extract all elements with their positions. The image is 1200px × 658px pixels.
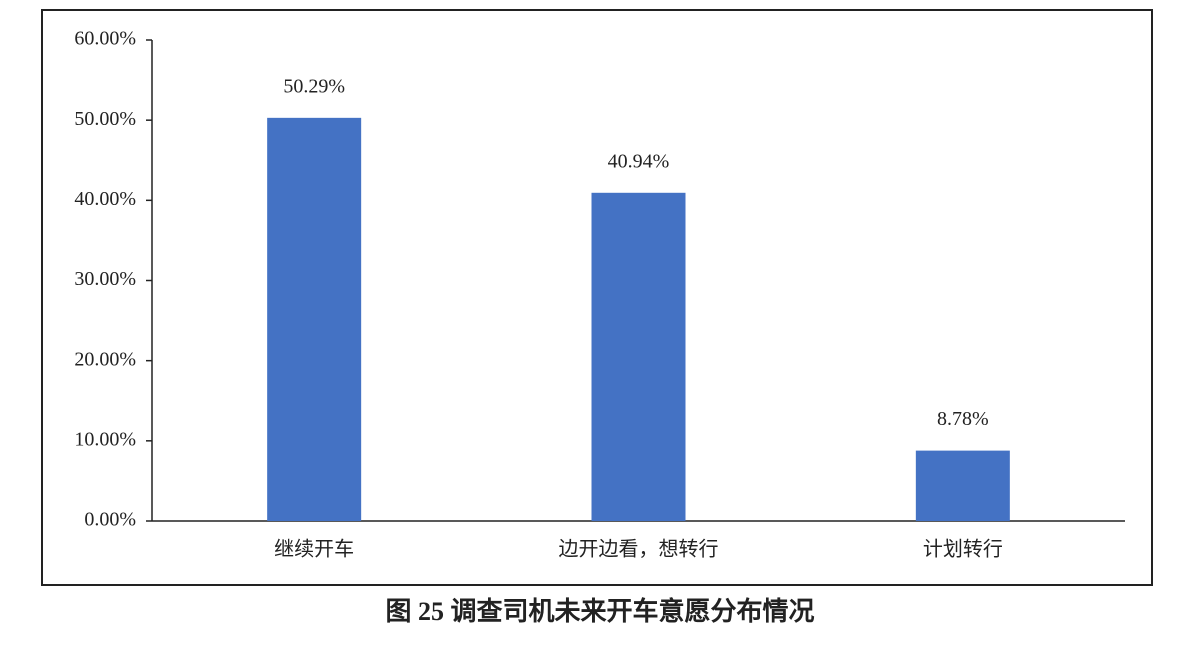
y-tick-label: 10.00% — [74, 428, 136, 450]
bar — [591, 192, 686, 521]
value-label: 50.29% — [283, 75, 345, 97]
value-label: 40.94% — [608, 150, 670, 172]
y-tick-label: 40.00% — [74, 188, 136, 210]
x-tick-label: 继续开车 — [274, 538, 354, 561]
bar — [915, 450, 1010, 521]
x-tick-label: 计划转行 — [923, 538, 1003, 561]
value-label: 8.78% — [937, 408, 989, 430]
y-tick-label: 0.00% — [84, 509, 136, 531]
y-tick-label: 60.00% — [74, 28, 136, 50]
bar — [267, 117, 362, 522]
chart-title: 图 25 调查司机未来开车意愿分布情况 — [385, 596, 814, 626]
x-tick-label: 边开边看，想转行 — [559, 538, 719, 561]
chart-border — [41, 9, 1153, 586]
y-tick-label: 20.00% — [74, 348, 136, 370]
y-tick-label: 50.00% — [74, 108, 136, 130]
y-tick-label: 30.00% — [74, 268, 136, 290]
